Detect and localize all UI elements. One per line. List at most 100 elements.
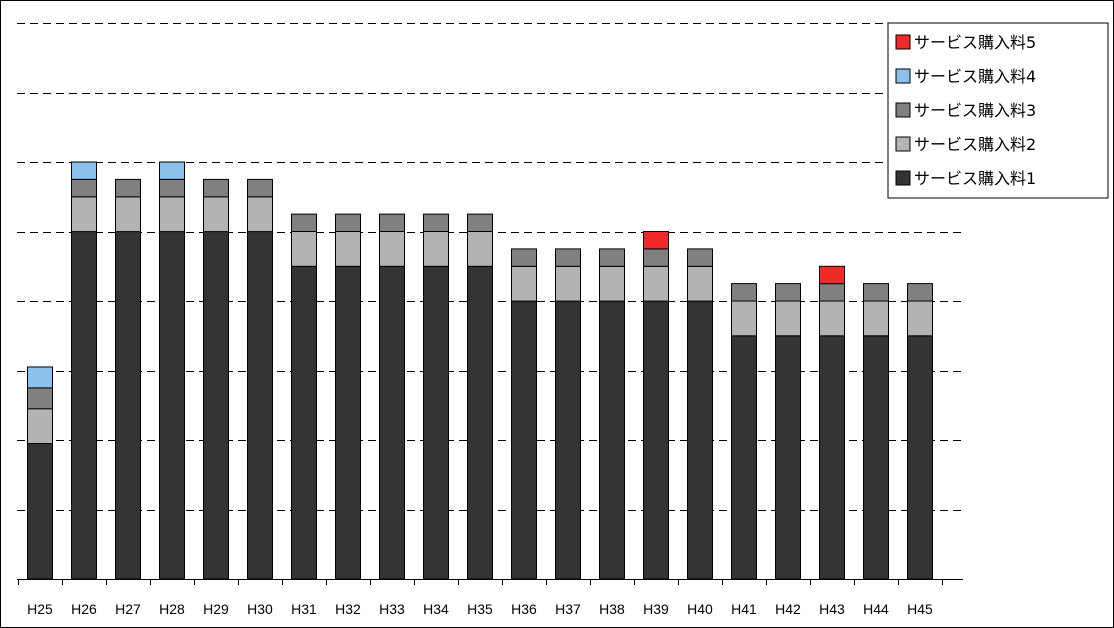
bar-segment-s3-H32 [335,213,361,233]
x-tick-label: H26 [71,601,97,617]
bar-segment-s1-H31 [291,265,317,580]
bar-segment-s5-H43 [819,265,845,285]
bar-segment-s5-H39 [643,231,669,250]
bar-segment-s4-H25 [27,366,53,389]
bar-segment-s1-H42 [775,335,801,580]
bar-segment-s1-H38 [599,300,625,580]
bar-segment-s2-H27 [115,196,141,233]
bar-segment-s2-H26 [71,196,97,233]
bar-segment-s3-H45 [907,283,933,302]
x-tick-label: H27 [115,601,141,617]
legend-swatch-s1 [895,170,911,186]
bar-segment-s1-H27 [115,231,141,580]
x-tick-label: H36 [511,601,537,617]
bar-segment-s1-H44 [863,335,889,580]
legend-swatch-s3 [895,102,911,118]
x-tick-label: H38 [599,601,625,617]
bar-segment-s3-H33 [379,213,405,233]
bar-segment-s4-H26 [71,161,97,180]
x-tick-label: H45 [907,601,933,617]
x-tick-label: H34 [423,601,449,617]
bars [27,161,933,580]
bar-segment-s3-H39 [643,248,669,267]
bar-segment-s1-H29 [203,231,229,580]
bar-segment-s2-H40 [687,265,713,302]
legend-label-s2: サービス購入料2 [914,135,1036,154]
bar-segment-s1-H45 [907,335,933,580]
legend-swatch-s5 [895,34,911,50]
x-tick-label: H25 [27,601,53,617]
x-tick-label: H32 [335,601,361,617]
bar-segment-s2-H35 [467,231,493,267]
bar-segment-s1-H35 [467,265,493,580]
x-tick-label: H37 [555,601,581,617]
bar-segment-s2-H37 [555,265,581,302]
bar-segment-s3-H40 [687,248,713,267]
bar-segment-s1-H28 [159,231,185,580]
bar-segment-s1-H36 [511,300,537,580]
legend-label-s5: サービス購入料5 [914,33,1036,52]
bar-segment-s3-H37 [555,248,581,267]
x-axis: H25 H26 H27 H28 H29 H30 H31 H32 H33 H34 H35 H36 H37 H… [17,579,963,617]
bar-segment-s1-H26 [71,231,97,580]
legend: サービス購入料5 サービス購入料4 サービス購入料3 サービス購入料2 サービス購入料1 [887,22,1109,199]
legend-swatch-s2 [895,136,911,152]
bar-segment-s3-H42 [775,283,801,302]
x-tick-label: H43 [819,601,845,617]
bar-segment-s3-H26 [71,178,97,198]
bar-segment-s1-H40 [687,300,713,580]
bar-segment-s2-H32 [335,231,361,267]
legend-swatch-s4 [895,68,911,84]
bar-segment-s3-H36 [511,248,537,267]
bar-segment-s2-H36 [511,265,537,302]
bar-segment-s1-H37 [555,300,581,580]
bar-segment-s2-H28 [159,196,185,233]
x-tick-label: H42 [775,601,801,617]
x-tick-label: H33 [379,601,405,617]
bar-segment-s1-H30 [247,231,273,580]
bar-segment-s3-H34 [423,213,449,233]
x-tick-label: H41 [731,601,757,617]
bar-segment-s1-H33 [379,265,405,580]
bar-segment-s3-H31 [291,213,317,233]
bar-segment-s2-H30 [247,196,273,233]
bar-segment-s2-H33 [379,231,405,267]
x-tick-label: H30 [247,601,273,617]
bar-segment-s3-H41 [731,283,757,302]
x-tick-label: H31 [291,601,317,617]
bar-segment-s1-H43 [819,335,845,580]
legend-label-s1: サービス購入料1 [914,169,1036,188]
bar-segment-s2-H34 [423,231,449,267]
bar-segment-s3-H38 [599,248,625,267]
bar-segment-s4-H28 [159,161,185,180]
bar-segment-s1-H39 [643,300,669,580]
bar-segment-s2-H31 [291,231,317,267]
bar-segment-s3-H43 [819,283,845,302]
bar-segment-s3-H29 [203,178,229,198]
legend-label-s4: サービス購入料4 [914,67,1036,86]
bar-segment-s1-H25 [27,443,53,580]
bar-segment-s1-H41 [731,335,757,580]
bar-segment-s3-H44 [863,283,889,302]
legend-label-s3: サービス購入料3 [914,101,1036,120]
bar-segment-s1-H34 [423,265,449,580]
bar-segment-s2-H39 [643,265,669,302]
x-tick-label: H35 [467,601,493,617]
x-tick-label: H28 [159,601,185,617]
bar-segment-s3-H35 [467,213,493,233]
bar-segment-s2-H41 [731,300,757,337]
bar-segment-s3-H27 [115,178,141,198]
bar-segment-s3-H28 [159,178,185,198]
x-tick-label: H40 [687,601,713,617]
legend-box [887,22,1109,199]
bar-segment-s2-H44 [863,300,889,337]
bar-segment-s2-H42 [775,300,801,337]
bar-segment-s1-H32 [335,265,361,580]
x-tick-label: H44 [863,601,889,617]
bar-segment-s3-H25 [27,387,53,410]
bar-segment-s3-H30 [247,178,273,198]
bar-segment-s2-H43 [819,300,845,337]
bar-segment-s2-H38 [599,265,625,302]
